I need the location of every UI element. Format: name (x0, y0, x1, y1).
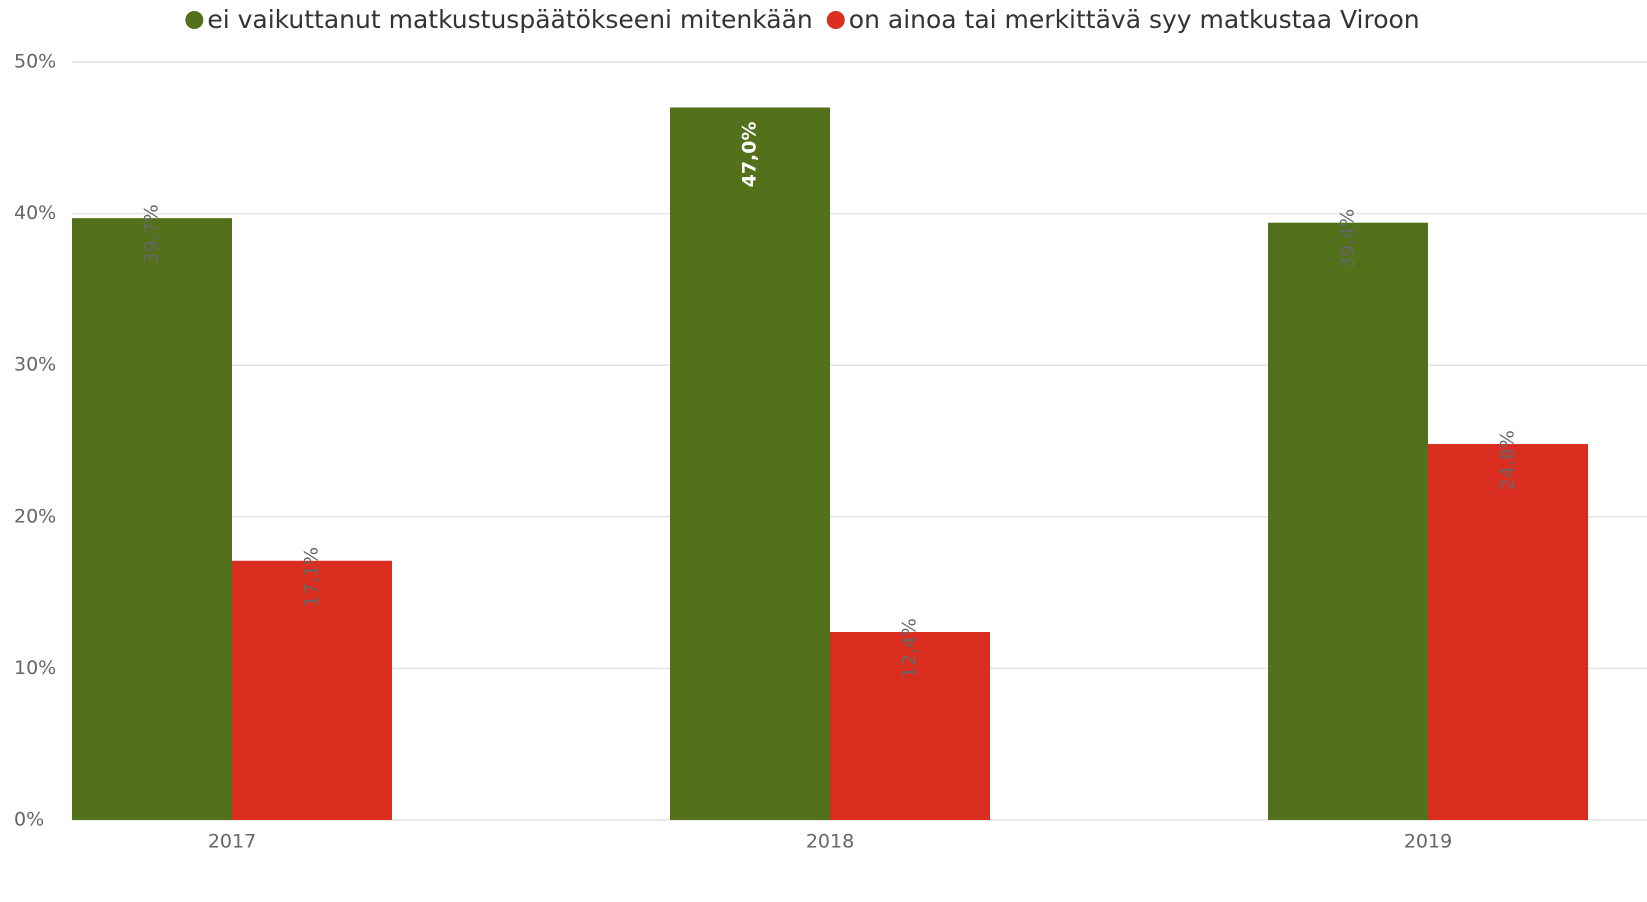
y-tick-label: 0% (14, 809, 44, 831)
y-tick-label: 10% (14, 657, 56, 679)
y-tick-label: 30% (14, 354, 56, 376)
data-label: 12,4% (899, 618, 921, 678)
bar (232, 560, 392, 820)
legend-label: on ainoa tai merkittävä syy matkustaa Vi… (849, 5, 1420, 34)
bar (830, 632, 990, 820)
data-label: 47,0% (739, 121, 761, 187)
y-tick-label: 20% (14, 505, 56, 527)
bar (1428, 444, 1588, 820)
y-tick-label: 50% (14, 51, 56, 73)
data-label: 17,1% (301, 547, 323, 607)
y-tick-label: 40% (14, 202, 56, 224)
data-label: 39,4% (1337, 209, 1359, 269)
x-tick-label: 2018 (806, 831, 854, 853)
x-tick-label: 2019 (1404, 831, 1452, 853)
legend-marker (185, 11, 204, 29)
bar (72, 218, 232, 820)
x-tick-label: 2017 (208, 831, 256, 853)
data-label: 39,7% (141, 204, 163, 264)
bar (670, 107, 830, 821)
legend-label: ei vaikuttanut matkustuspäätökseeni mite… (207, 5, 812, 34)
data-label: 24,8% (1497, 430, 1519, 490)
legend-marker (826, 11, 845, 29)
bar (1268, 222, 1428, 821)
